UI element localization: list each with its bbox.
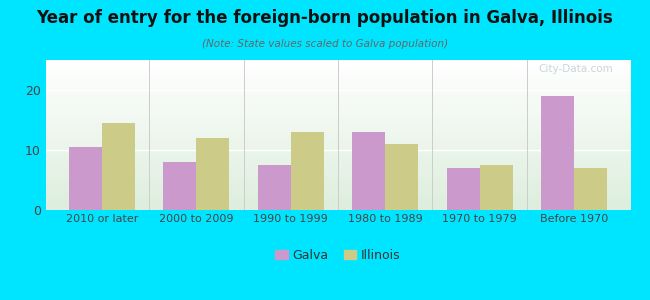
Bar <box>102 123 135 210</box>
Bar <box>541 96 574 210</box>
Text: Year of entry for the foreign-born population in Galva, Illinois: Year of entry for the foreign-born popul… <box>36 9 614 27</box>
Bar <box>258 165 291 210</box>
Text: City-Data.com: City-Data.com <box>538 64 613 74</box>
Bar <box>69 147 102 210</box>
Bar <box>291 132 324 210</box>
Bar <box>352 132 385 210</box>
Bar <box>574 168 607 210</box>
Bar <box>480 165 513 210</box>
Legend: Galva, Illinois: Galva, Illinois <box>270 244 406 267</box>
Bar <box>196 138 229 210</box>
Bar <box>385 144 418 210</box>
Bar <box>163 162 196 210</box>
Text: (Note: State values scaled to Galva population): (Note: State values scaled to Galva popu… <box>202 39 448 49</box>
Bar <box>447 168 480 210</box>
